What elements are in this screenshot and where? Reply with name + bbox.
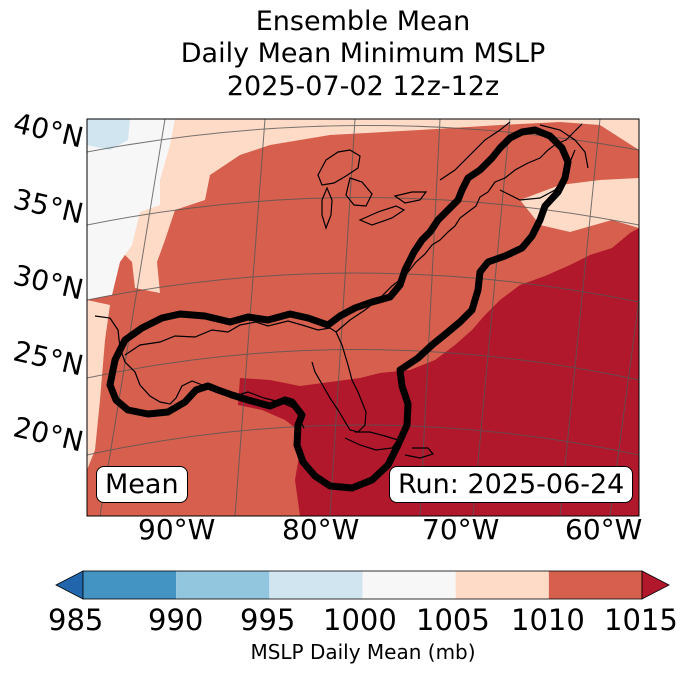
low-pressure-contour: [106, 126, 572, 492]
cbar-tick-1000: 1000: [323, 603, 397, 637]
lon-label-70w: 70°W: [422, 513, 500, 546]
title-line-1: Ensemble Mean: [255, 6, 471, 37]
meridian-65w: [559, 119, 601, 516]
colorbar-bin-1000-1005: [362, 571, 456, 599]
colorbar-bin-995-1000: [269, 571, 363, 599]
gulf-st-lawrence: [539, 124, 589, 169]
field-1005-1010-northwest: [87, 119, 639, 293]
cbar-tick-995: 995: [240, 603, 296, 637]
field-1000-1005: [87, 119, 175, 300]
title-line-3: 2025-07-02 12z-12z: [226, 71, 500, 102]
meridian-75w: [419, 119, 441, 516]
field-above-1015: [238, 228, 639, 516]
lake-superior: [317, 149, 361, 186]
map-frame: [86, 118, 640, 517]
cbar-tick-1010: 1010: [511, 603, 585, 637]
pressure-field: [87, 119, 639, 516]
gulf-coast-florida: [124, 320, 367, 433]
colorbar-bin-990-995: [176, 571, 270, 599]
cbar-tick-985: 985: [48, 603, 104, 637]
mean-label: Mean: [96, 466, 188, 503]
lon-label-90w: 90°W: [138, 513, 216, 546]
cbar-tick-1015: 1015: [604, 603, 678, 637]
new-england-coast: [487, 123, 583, 193]
field-1005-1010-southwest: [87, 300, 110, 470]
cbar-tick-990: 990: [148, 603, 204, 637]
lake-ontario: [393, 191, 428, 204]
lon-label-80w: 80°W: [282, 513, 360, 546]
colorbar-extend-high: [641, 570, 670, 600]
lake-erie: [358, 205, 406, 226]
parallel-40n: [87, 125, 639, 153]
meridian-70w: [472, 119, 511, 516]
parallel-30n: [87, 272, 639, 303]
hispaniola: [404, 447, 435, 459]
field-995-1000: [87, 119, 130, 150]
colorbar-extend-low: [55, 570, 84, 600]
mexico-coast: [94, 315, 305, 429]
colorbar-bin-1005-1010: [455, 571, 549, 599]
st-lawrence: [439, 121, 511, 181]
parallel-20n: [87, 424, 639, 456]
lake-michigan: [321, 186, 333, 230]
cbar-tick-1005: 1005: [416, 603, 490, 637]
run-label: Run: 2025-06-24: [389, 466, 634, 503]
meridian-90w: [99, 119, 166, 516]
title-line-2: Daily Mean Minimum MSLP: [180, 38, 546, 69]
colorbar-bin-1010-1015: [548, 571, 642, 599]
colorbar-bin-985-990: [83, 571, 177, 599]
colorbar-label: MSLP Daily Mean (mb): [250, 640, 476, 664]
lon-label-60w: 60°W: [565, 513, 643, 546]
parallel-25n: [87, 349, 639, 381]
field-1005-1010-northeast: [520, 178, 639, 232]
lake-huron: [345, 177, 373, 207]
parallel-35n: [87, 197, 639, 226]
colorbar: [55, 570, 670, 600]
